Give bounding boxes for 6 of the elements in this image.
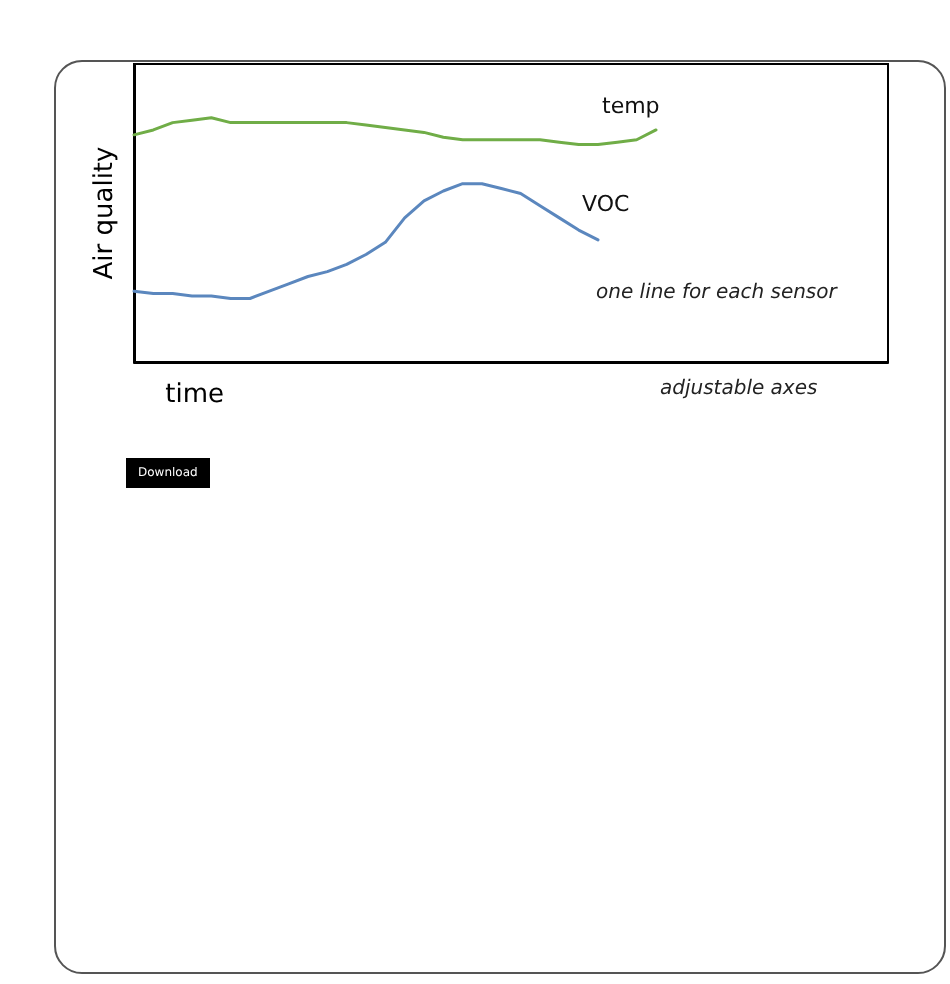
y-axis-title: Air quality (90, 145, 120, 280)
series-label: temp (602, 92, 660, 119)
text: adjustable axes (660, 378, 818, 400)
x-axis-title: time (165, 380, 224, 410)
series-label: VOC (582, 190, 630, 217)
annotation: one line for each sensor (596, 282, 837, 304)
